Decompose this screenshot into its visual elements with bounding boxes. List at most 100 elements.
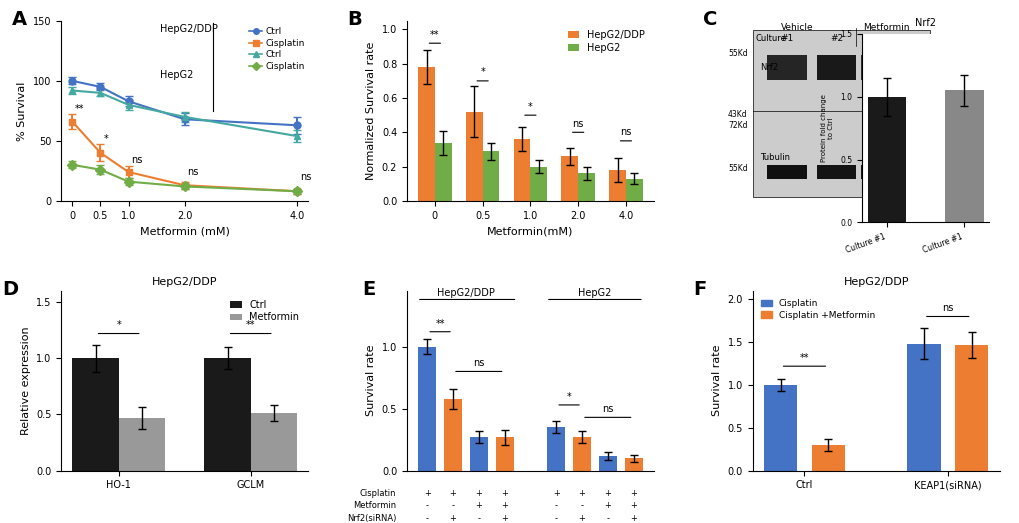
Title: HepG2/DDP: HepG2/DDP <box>843 277 908 287</box>
Bar <box>816 165 856 179</box>
Text: ns: ns <box>601 404 612 414</box>
Text: #1: #1 <box>873 33 887 42</box>
Y-axis label: Protein fold change
to Ctrl: Protein fold change to Ctrl <box>820 94 834 162</box>
Bar <box>752 30 929 197</box>
Bar <box>906 344 940 471</box>
Legend: Ctrl, Metformin: Ctrl, Metformin <box>226 295 303 326</box>
Bar <box>900 55 940 81</box>
Text: -: - <box>554 514 557 523</box>
Text: F: F <box>693 280 706 299</box>
Legend: HepG2/DDP, HepG2: HepG2/DDP, HepG2 <box>564 26 648 56</box>
Text: C: C <box>702 10 717 29</box>
Text: **: ** <box>75 105 85 115</box>
Text: ns: ns <box>473 358 484 368</box>
Bar <box>204 358 251 471</box>
Text: *: * <box>480 67 484 77</box>
Text: *: * <box>567 392 571 402</box>
Bar <box>811 445 845 471</box>
Title: Nrf2: Nrf2 <box>914 18 935 28</box>
Bar <box>495 437 514 471</box>
Y-axis label: % Survival: % Survival <box>17 81 28 141</box>
Text: +: + <box>552 488 559 498</box>
Bar <box>598 456 616 471</box>
Text: +: + <box>630 501 637 510</box>
Legend: Cisplatin, Cisplatin +Metformin: Cisplatin, Cisplatin +Metformin <box>756 295 877 323</box>
Bar <box>867 97 906 222</box>
Text: +: + <box>630 514 637 523</box>
Bar <box>816 55 856 81</box>
Text: +: + <box>475 488 482 498</box>
Text: ns: ns <box>942 303 953 313</box>
Text: 43Kd: 43Kd <box>728 110 747 119</box>
Text: E: E <box>362 280 375 299</box>
Bar <box>251 413 297 471</box>
Text: ns: ns <box>620 128 631 138</box>
Y-axis label: Survival rate: Survival rate <box>711 345 721 416</box>
Text: #2: #2 <box>913 33 926 42</box>
Text: +: + <box>423 488 430 498</box>
Text: D: D <box>2 280 18 299</box>
Text: -: - <box>554 501 557 510</box>
Bar <box>530 166 546 201</box>
Legend: Ctrl, Cisplatin, Ctrl, Cisplatin: Ctrl, Cisplatin, Ctrl, Cisplatin <box>246 24 309 74</box>
Text: -: - <box>425 501 428 510</box>
Text: 55Kd: 55Kd <box>728 164 747 173</box>
Text: Vehicle: Vehicle <box>780 22 812 32</box>
Bar <box>944 90 982 222</box>
Bar <box>118 418 165 471</box>
Text: HepG2/DDP: HepG2/DDP <box>160 24 218 33</box>
Text: -: - <box>605 514 608 523</box>
Bar <box>766 165 806 179</box>
Text: +: + <box>500 501 507 510</box>
Text: Metformin: Metformin <box>862 22 908 32</box>
X-axis label: Metformin(mM): Metformin(mM) <box>487 226 573 236</box>
Bar <box>560 156 578 201</box>
Bar <box>466 112 482 201</box>
Text: ns: ns <box>300 172 311 181</box>
Text: **: ** <box>435 319 444 328</box>
Text: +: + <box>449 514 455 523</box>
Text: -: - <box>425 514 428 523</box>
Text: HepG2: HepG2 <box>578 288 611 298</box>
Bar <box>766 55 806 81</box>
Text: +: + <box>449 488 455 498</box>
Text: +: + <box>475 501 482 510</box>
Bar <box>954 345 987 471</box>
Bar <box>608 170 626 201</box>
Text: Nrf2(siRNA): Nrf2(siRNA) <box>346 514 395 523</box>
Y-axis label: Relative expression: Relative expression <box>20 326 31 435</box>
Text: +: + <box>604 488 610 498</box>
Bar <box>418 347 436 471</box>
Bar <box>470 437 487 471</box>
Bar <box>626 178 642 201</box>
Bar <box>578 174 594 201</box>
Text: ns: ns <box>187 167 199 177</box>
Text: B: B <box>347 10 362 29</box>
Text: Metformin: Metformin <box>353 501 395 510</box>
Text: *: * <box>103 134 108 144</box>
Text: +: + <box>604 501 610 510</box>
Text: ns: ns <box>131 155 143 165</box>
Title: HepG2/DDP: HepG2/DDP <box>152 277 217 287</box>
Text: +: + <box>630 488 637 498</box>
Bar <box>514 139 530 201</box>
Bar <box>624 458 642 471</box>
Text: Culture: Culture <box>754 33 786 42</box>
Bar <box>443 399 462 471</box>
Bar <box>482 151 499 201</box>
Y-axis label: Survival rate: Survival rate <box>366 345 376 416</box>
Text: *: * <box>116 320 121 330</box>
Text: -: - <box>451 501 454 510</box>
Y-axis label: Normalized Survival rate: Normalized Survival rate <box>366 42 376 180</box>
Text: HepG2/DDP: HepG2/DDP <box>436 288 494 298</box>
Bar <box>860 165 900 179</box>
Text: **: ** <box>246 320 255 330</box>
Text: #2: #2 <box>829 33 843 42</box>
Text: ns: ns <box>572 119 583 129</box>
Bar <box>573 437 590 471</box>
Text: Nrf2: Nrf2 <box>759 63 777 72</box>
Bar <box>434 143 451 201</box>
Bar <box>900 165 940 179</box>
Text: HepG2: HepG2 <box>160 71 194 81</box>
Text: +: + <box>578 488 585 498</box>
